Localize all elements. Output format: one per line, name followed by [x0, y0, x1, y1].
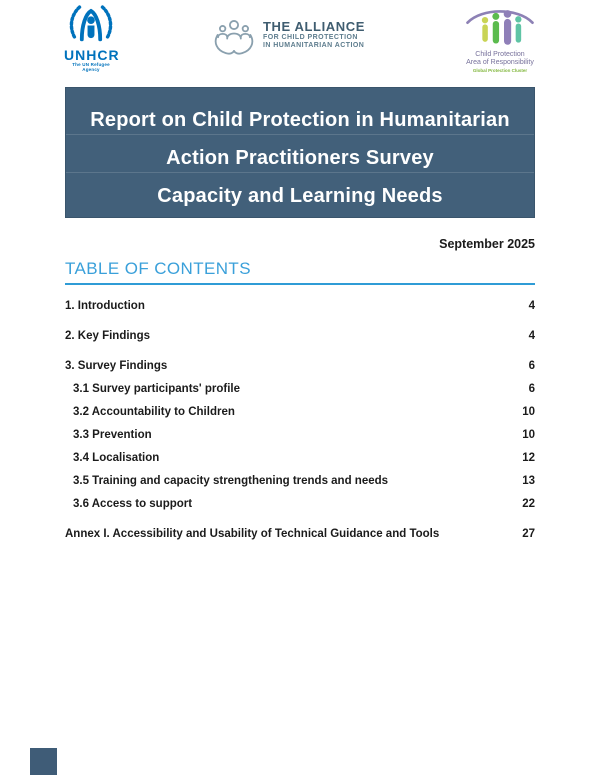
toc-entry: 3.2 Accountability to Children 10: [65, 405, 535, 419]
alliance-logo-subline-2: IN HUMANITARIAN ACTION: [263, 42, 365, 49]
toc-entry-page: 6: [528, 383, 535, 395]
banner-separator: [66, 172, 534, 173]
report-title-line-1: Report on Child Protection in Humanitari…: [90, 109, 510, 131]
toc-entry-label: 3.4 Localisation: [73, 452, 160, 464]
report-title-line-2: Action Practitioners Survey: [166, 147, 434, 169]
toc-entry: 3.4 Localisation 12: [65, 451, 535, 465]
toc-entry-page: 10: [522, 406, 535, 418]
unhcr-logo-name: UNHCR: [64, 47, 120, 63]
cpaor-logo-gpc-line: Global Protection Cluster: [472, 68, 528, 73]
toc-entry-label: 1. Introduction: [65, 300, 145, 312]
cpaor-logo: Child Protection Area of Responsibility …: [456, 6, 544, 73]
toc-entry-page: 4: [528, 330, 535, 342]
toc-entry: 3.3 Prevention 10: [65, 428, 535, 442]
toc-entry-label: 3.3 Prevention: [73, 429, 152, 441]
toc-entry: 2. Key Findings 4: [65, 329, 535, 343]
toc-entry-page: 4: [528, 300, 535, 312]
alliance-logo: THE ALLIANCE FOR CHILD PROTECTION IN HUM…: [212, 15, 365, 55]
unhcr-emblem-icon: [69, 5, 113, 42]
toc-entry-label: 3.1 Survey participants' profile: [73, 383, 240, 395]
toc-entry-label: 3.2 Accountability to Children: [73, 406, 235, 418]
toc-entry-page: 10: [522, 429, 535, 441]
unhcr-logo-tagline: The UN Refugee Agency: [72, 62, 110, 72]
alliance-logo-name: THE ALLIANCE: [263, 18, 366, 34]
toc-entry-page: 6: [528, 360, 535, 372]
cpaor-logo-line-2: Area of Responsibility: [466, 59, 534, 66]
toc-entry-label: 3.5 Training and capacity strengthening …: [73, 475, 389, 487]
toc-entry-label: Annex I. Accessibility and Usability of …: [65, 528, 440, 540]
cpaor-logo-line-1: Child Protection: [475, 51, 525, 58]
toc-list: 1. Introduction 4 2. Key Findings 4 3. S…: [65, 299, 535, 541]
toc-entry: Annex I. Accessibility and Usability of …: [65, 527, 535, 541]
toc-entry: 3.6 Access to support 22: [65, 497, 535, 511]
toc-entry-page: 27: [522, 528, 535, 540]
toc-entry: 1. Introduction 4: [65, 299, 535, 313]
title-banner: Report on Child Protection in Humanitari…: [65, 87, 535, 218]
cpaor-figures-icon: [466, 10, 534, 45]
toc-entry: 3. Survey Findings 6: [65, 359, 535, 373]
toc-heading-rule: [65, 283, 535, 285]
toc-entry-label: 3. Survey Findings: [65, 360, 168, 372]
toc-entry-page: 22: [522, 498, 535, 510]
alliance-logo-subline-1: FOR CHILD PROTECTION: [263, 33, 358, 41]
toc-heading: TABLE OF CONTENTS: [65, 259, 251, 278]
report-title-line-3: Capacity and Learning Needs: [157, 185, 443, 207]
alliance-hands-icon: [214, 20, 254, 55]
banner-separator: [66, 134, 534, 135]
report-date: September 2025: [439, 237, 535, 251]
footer-corner-mark: [30, 748, 57, 775]
toc-entry-label: 3.6 Access to support: [73, 498, 193, 510]
toc-entry-page: 13: [522, 475, 535, 487]
toc-entry: 3.5 Training and capacity strengthening …: [65, 474, 535, 488]
unhcr-logo: UNHCR The UN Refugee Agency: [64, 4, 120, 72]
toc-entry: 3.1 Survey participants' profile 6: [65, 382, 535, 396]
toc-entry-page: 12: [522, 452, 535, 464]
toc-entry-label: 2. Key Findings: [65, 330, 150, 342]
